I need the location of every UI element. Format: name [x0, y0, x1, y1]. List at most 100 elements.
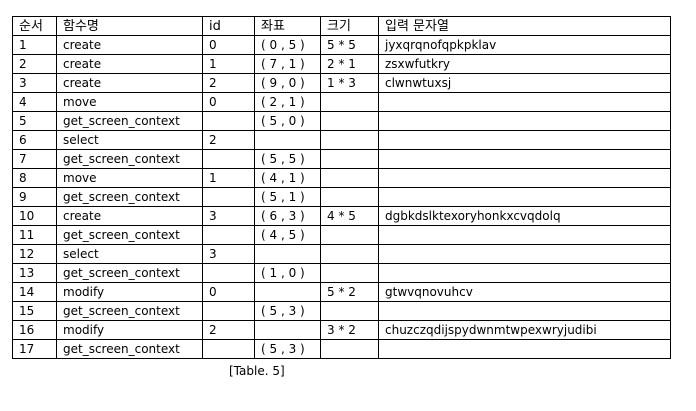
cell-size: 2 * 1 — [320, 54, 379, 74]
header-seq: 순서 — [12, 16, 57, 36]
cell-id: 3 — [202, 244, 255, 264]
cell-size — [320, 263, 379, 283]
cell-input: gtwvqnovuhcv — [378, 282, 671, 302]
cell-func: get_screen_context — [56, 301, 203, 321]
cell-seq: 16 — [12, 320, 57, 340]
cell-coord: ( 2 , 1 ) — [254, 92, 321, 112]
cell-input — [378, 168, 671, 188]
table-row: 13 get_screen_context ( 1 , 0 ) — [12, 263, 671, 283]
cell-id: 0 — [202, 35, 255, 55]
cell-id: 1 — [202, 54, 255, 74]
table-container: 순서 함수명 id 좌표 크기 입력 문자열 1 create 0 ( 0 , … — [12, 16, 671, 359]
cell-seq: 6 — [12, 130, 57, 150]
cell-id: 0 — [202, 92, 255, 112]
cell-id: 1 — [202, 168, 255, 188]
cell-input: jyxqrqnofqpkpklav — [378, 35, 671, 55]
header-coord: 좌표 — [254, 16, 321, 36]
cell-input — [378, 92, 671, 112]
cell-size — [320, 301, 379, 321]
cell-coord: ( 5 , 5 ) — [254, 149, 321, 169]
cell-func: create — [56, 206, 203, 226]
table-row: 11 get_screen_context ( 4 , 5 ) — [12, 225, 671, 245]
cell-input — [378, 244, 671, 264]
cell-size: 5 * 5 — [320, 35, 379, 55]
cell-func: get_screen_context — [56, 149, 203, 169]
cell-seq: 9 — [12, 187, 57, 207]
table-row: 7 get_screen_context ( 5 , 5 ) — [12, 149, 671, 169]
cell-size — [320, 339, 379, 359]
cell-seq: 15 — [12, 301, 57, 321]
table-row: 5 get_screen_context ( 5 , 0 ) — [12, 111, 671, 131]
cell-id — [202, 225, 255, 245]
cell-func: get_screen_context — [56, 339, 203, 359]
header-id: id — [202, 16, 255, 36]
cell-input: zsxwfutkry — [378, 54, 671, 74]
cell-input — [378, 225, 671, 245]
cell-size — [320, 244, 379, 264]
cell-id — [202, 187, 255, 207]
cell-func: get_screen_context — [56, 187, 203, 207]
cell-size: 4 * 5 — [320, 206, 379, 226]
cell-seq: 4 — [12, 92, 57, 112]
cell-func: modify — [56, 320, 203, 340]
cell-coord: ( 5 , 0 ) — [254, 111, 321, 131]
cell-id — [202, 149, 255, 169]
table-row: 9 get_screen_context ( 5 , 1 ) — [12, 187, 671, 207]
cell-seq: 11 — [12, 225, 57, 245]
cell-size — [320, 225, 379, 245]
cell-func: move — [56, 92, 203, 112]
cell-coord — [254, 244, 321, 264]
cell-size — [320, 130, 379, 150]
cell-size — [320, 187, 379, 207]
cell-size: 3 * 2 — [320, 320, 379, 340]
table-row: 16 modify 2 3 * 2 chuzczqdijspydwnmtwpex… — [12, 320, 671, 340]
cell-input — [378, 339, 671, 359]
cell-input: dgbkdslktexoryhonkxcvqdolq — [378, 206, 671, 226]
cell-coord: ( 7 , 1 ) — [254, 54, 321, 74]
cell-func: modify — [56, 282, 203, 302]
cell-size — [320, 92, 379, 112]
table-row: 4 move 0 ( 2 , 1 ) — [12, 92, 671, 112]
cell-id — [202, 301, 255, 321]
cell-coord: ( 5 , 1 ) — [254, 187, 321, 207]
cell-seq: 3 — [12, 73, 57, 93]
cell-seq: 5 — [12, 111, 57, 131]
cell-input — [378, 187, 671, 207]
cell-id: 0 — [202, 282, 255, 302]
table-row: 1 create 0 ( 0 , 5 ) 5 * 5 jyxqrqnofqpkp… — [12, 35, 671, 55]
cell-func: select — [56, 130, 203, 150]
table-row: 17 get_screen_context ( 5 , 3 ) — [12, 339, 671, 359]
cell-coord: ( 5 , 3 ) — [254, 339, 321, 359]
function-call-table: 순서 함수명 id 좌표 크기 입력 문자열 1 create 0 ( 0 , … — [12, 16, 671, 359]
cell-seq: 1 — [12, 35, 57, 55]
cell-coord — [254, 130, 321, 150]
cell-seq: 7 — [12, 149, 57, 169]
cell-id — [202, 263, 255, 283]
cell-coord — [254, 320, 321, 340]
cell-func: create — [56, 54, 203, 74]
cell-id: 3 — [202, 206, 255, 226]
cell-input: clwnwtuxsj — [378, 73, 671, 93]
cell-seq: 10 — [12, 206, 57, 226]
table-row: 15 get_screen_context ( 5 , 3 ) — [12, 301, 671, 321]
cell-func: create — [56, 35, 203, 55]
table-caption: [Table. 5] — [229, 364, 285, 378]
table-row: 2 create 1 ( 7 , 1 ) 2 * 1 zsxwfutkry — [12, 54, 671, 74]
cell-id: 2 — [202, 73, 255, 93]
cell-id — [202, 111, 255, 131]
header-size: 크기 — [320, 16, 379, 36]
cell-func: get_screen_context — [56, 111, 203, 131]
cell-coord: ( 6 , 3 ) — [254, 206, 321, 226]
cell-id: 2 — [202, 130, 255, 150]
table-row: 3 create 2 ( 9 , 0 ) 1 * 3 clwnwtuxsj — [12, 73, 671, 93]
cell-coord: ( 4 , 5 ) — [254, 225, 321, 245]
table-row: 10 create 3 ( 6 , 3 ) 4 * 5 dgbkdslktexo… — [12, 206, 671, 226]
cell-input: chuzczqdijspydwnmtwpexwryjudibi — [378, 320, 671, 340]
cell-seq: 12 — [12, 244, 57, 264]
cell-func: get_screen_context — [56, 263, 203, 283]
cell-size — [320, 149, 379, 169]
cell-size: 5 * 2 — [320, 282, 379, 302]
cell-coord: ( 5 , 3 ) — [254, 301, 321, 321]
table-row: 12 select 3 — [12, 244, 671, 264]
table-header-row: 순서 함수명 id 좌표 크기 입력 문자열 — [12, 16, 671, 36]
